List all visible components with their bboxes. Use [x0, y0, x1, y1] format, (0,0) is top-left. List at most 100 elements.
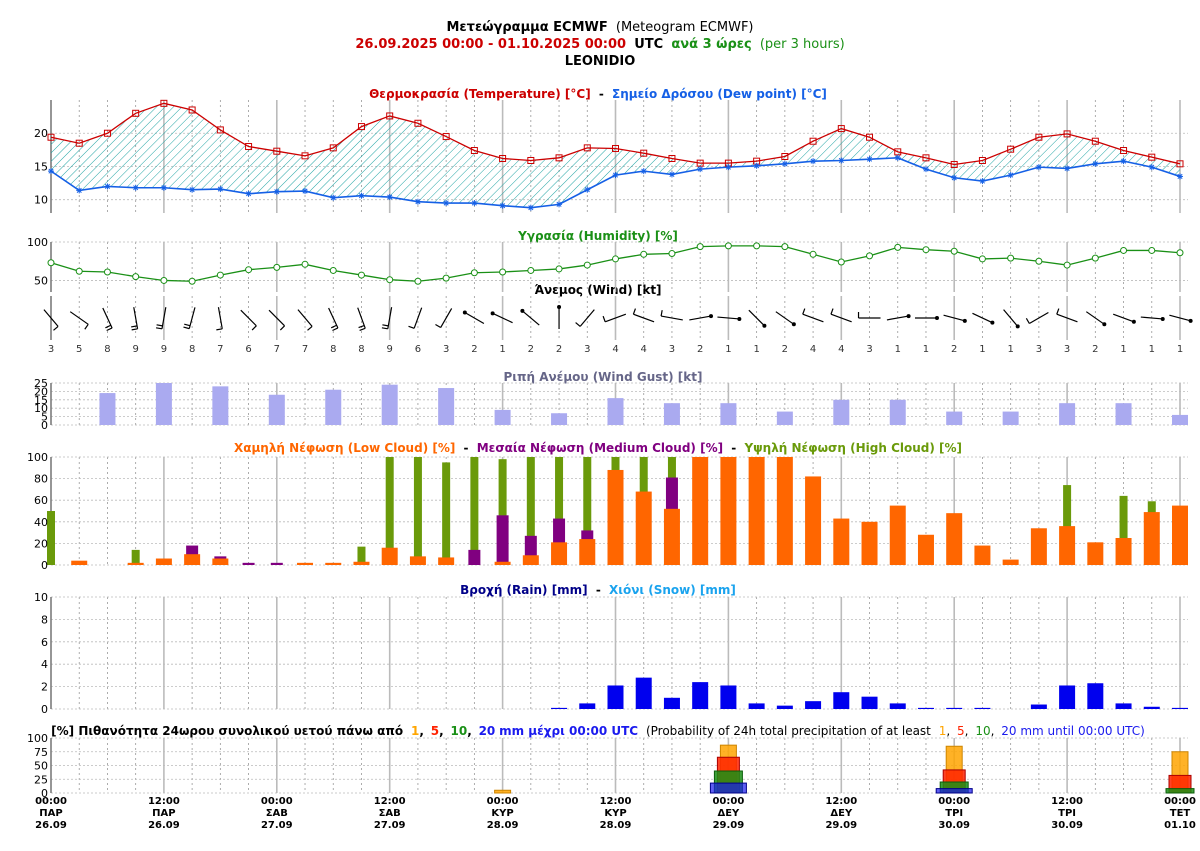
low-cloud-bar — [212, 558, 229, 565]
wind-barb-head — [520, 308, 525, 313]
precip-panel-ytick-label: 10 — [34, 591, 48, 604]
wind-barb-head — [1015, 324, 1020, 329]
low-cloud-bar — [776, 457, 793, 565]
wind-barb-shaft — [1029, 311, 1049, 325]
x-label-time: 12:00 — [1051, 796, 1083, 807]
cloud-panel-ytick-label: 0 — [41, 559, 48, 572]
wind-barb-shaft — [689, 315, 712, 321]
dewpoint-point — [725, 164, 732, 171]
wind-barb-shaft — [1003, 309, 1019, 327]
temperature-point — [1148, 153, 1156, 161]
gust-bar — [99, 393, 116, 425]
humidity-point — [922, 246, 930, 254]
x-label-day: ΔΕΥ — [717, 808, 740, 819]
temperature-point — [301, 152, 309, 160]
dewpoint-point — [753, 162, 760, 169]
temperature-point — [612, 145, 619, 153]
wind-barb-flag — [184, 323, 191, 327]
gust-legend-label: Ριπή Ανέμου (Wind Gust) [kt] — [504, 370, 703, 384]
humidity-point — [75, 267, 83, 275]
wind-barb-flag — [602, 315, 606, 322]
wind-barb-flag — [307, 325, 313, 331]
x-label-time: 00:00 — [938, 796, 970, 807]
wind-barb — [102, 307, 113, 332]
precip-panel-ytick-label: 0 — [41, 703, 48, 716]
wind-speed-label: 2 — [556, 344, 562, 355]
low-cloud-bar — [155, 558, 172, 565]
dewpoint-point-stroke — [1064, 165, 1070, 172]
wind-speed-label: 1 — [725, 344, 731, 355]
snow-legend-label: Χιόνι (Snow) [mm] — [609, 583, 736, 597]
dewpoint-point — [48, 168, 54, 175]
wind-barb-flag — [830, 308, 834, 315]
wind-speed-label: 1 — [1007, 344, 1013, 355]
wind-barb-shaft — [413, 307, 423, 329]
wind-barb — [1003, 309, 1020, 329]
gust-bar — [155, 383, 172, 425]
wind-barb — [886, 314, 911, 321]
gust-bar — [1172, 414, 1188, 425]
wind-barb-flag — [1056, 308, 1060, 315]
dewpoint-point-stroke — [1008, 172, 1014, 178]
wind-barb — [1169, 314, 1193, 323]
x-label-time: 12:00 — [374, 796, 406, 807]
low-cloud-bar — [1143, 512, 1160, 565]
x-label-date: 29.09 — [825, 820, 857, 831]
dewpoint-point-stroke — [302, 188, 308, 194]
wind-barb-shaft — [217, 307, 223, 329]
temperature-point — [1035, 133, 1043, 141]
dewpoint-point-stroke — [415, 199, 421, 205]
wind-speed-label: 4 — [641, 344, 647, 355]
dewpoint-point-stroke — [189, 187, 195, 193]
rain-legend-label: Βροχή (Rain) [mm] — [460, 583, 588, 597]
dewpoint-point-stroke — [358, 193, 365, 199]
dewpoint-point — [979, 178, 986, 185]
dewpoint-point-stroke — [104, 183, 111, 189]
gust-panel-ytick-label: 20 — [34, 385, 48, 398]
temperature-point — [1120, 147, 1128, 155]
high-cloud-bar — [131, 549, 140, 565]
wind-barb — [131, 307, 139, 331]
humidity-point — [188, 277, 196, 285]
precip-panel-ytick-label: 4 — [41, 658, 48, 671]
wind-barb-shaft — [579, 309, 595, 327]
precip-panel-ytick-label: 6 — [41, 636, 48, 649]
wind-speed-label: 7 — [217, 344, 223, 355]
wind-barb-head — [762, 323, 767, 328]
wind-barb-shaft — [1169, 314, 1191, 322]
humidity-legend-label: Υγρασία (Humidity) [%] — [517, 229, 678, 243]
wind-barb — [1025, 311, 1049, 325]
wind-barb-flag — [1025, 318, 1030, 324]
wind-barb — [632, 308, 655, 323]
humidity-panel-ytick-label: 50 — [34, 274, 48, 287]
dewpoint-point — [386, 194, 393, 201]
humidity-point — [1035, 257, 1043, 265]
humidity-point — [668, 250, 676, 258]
rain-bar — [889, 703, 906, 709]
wind-speed-label: 1 — [1177, 344, 1183, 355]
wind-barb-head — [1188, 318, 1193, 323]
x-label-time: 12:00 — [148, 796, 180, 807]
rain-bar — [607, 685, 624, 709]
temperature-point — [442, 133, 450, 141]
wind-barb-head — [490, 311, 495, 316]
step-english: (per 3 hours) — [760, 37, 845, 52]
rain-bar — [1059, 685, 1076, 709]
wind-speed-label: 3 — [443, 344, 449, 355]
humidity-point — [583, 261, 591, 269]
high-cloud-bar — [1119, 495, 1128, 565]
low-cloud-bar — [889, 505, 906, 565]
dewpoint-point-stroke — [330, 195, 336, 201]
wind-barb-shaft — [717, 316, 740, 320]
low-cloud-bar — [353, 561, 370, 565]
gust-bar — [438, 388, 455, 425]
rain-bar — [946, 707, 963, 709]
dewpoint-point-stroke — [161, 185, 167, 191]
rain-bar — [1087, 683, 1104, 709]
wind-barb-flag — [802, 308, 806, 315]
x-label-time: 00:00 — [261, 796, 293, 807]
gust-bar — [381, 384, 398, 425]
wind-barb-shaft — [297, 309, 313, 327]
x-label-time: 00:00 — [35, 796, 67, 807]
wind-barb-head — [737, 316, 742, 321]
